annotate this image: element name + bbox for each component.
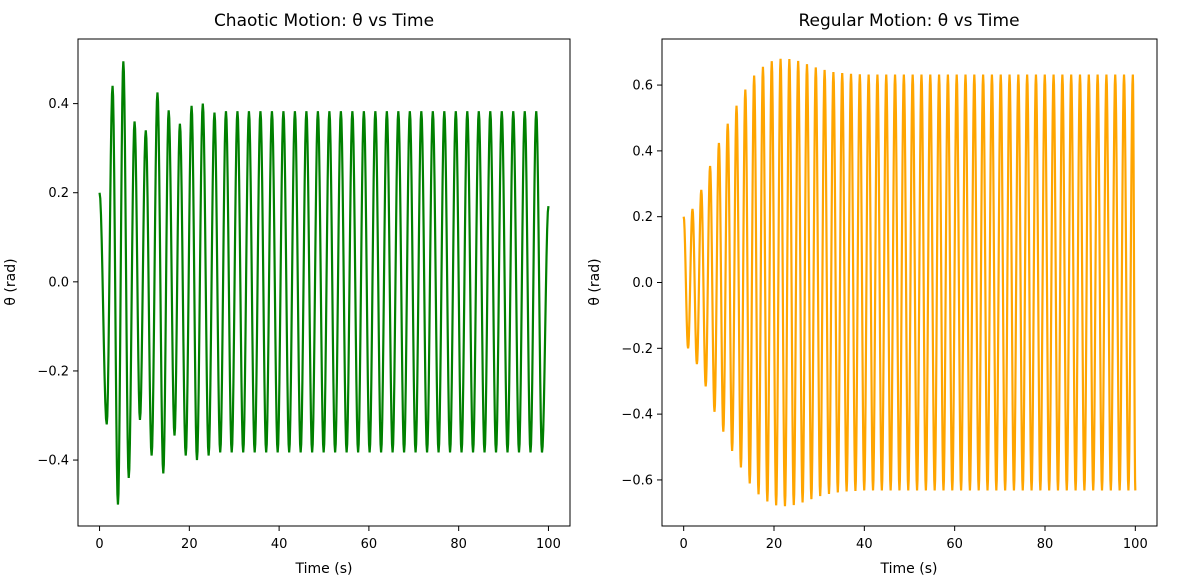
y-tick-label: 0.2 [48, 186, 69, 201]
regular-chart-title: Regular Motion: θ vs Time [798, 11, 1019, 31]
y-tick-label: −0.6 [621, 473, 653, 488]
x-tick-label: 20 [766, 537, 783, 552]
chaotic-chart: Chaotic Motion: θ vs Time −0.4 −0.2 0.0 0.2… [3, 11, 571, 577]
y-tick-label: −0.2 [621, 342, 653, 357]
y-tick-label: 0.0 [632, 276, 653, 291]
regular-y-ticks: −0.6 −0.4 −0.2 0.0 0.2 0.4 0.6 [621, 79, 662, 488]
y-tick-label: −0.4 [621, 408, 653, 423]
x-tick-label: 80 [450, 537, 467, 552]
regular-x-axis-label: Time (s) [880, 561, 938, 577]
regular-plot-frame [661, 38, 1158, 527]
y-tick-label: 0.4 [632, 144, 653, 159]
chaotic-plot-frame [77, 38, 571, 527]
regular-chart: Regular Motion: θ vs Time −0.6 −0.4 −0.2 0.… [587, 11, 1158, 577]
chaotic-x-axis-label: Time (s) [295, 561, 353, 577]
chaotic-y-ticks: −0.4 −0.2 0.0 0.2 0.4 [37, 97, 78, 469]
x-tick-label: 100 [536, 537, 561, 552]
x-tick-label: 100 [1123, 537, 1148, 552]
x-tick-label: 60 [361, 537, 378, 552]
chaotic-theta-line [98, 61, 550, 505]
x-tick-label: 80 [1037, 537, 1054, 552]
x-tick-label: 0 [680, 537, 688, 552]
chaotic-y-axis-label: θ (rad) [3, 258, 19, 305]
x-tick-label: 40 [856, 537, 873, 552]
regular-x-ticks: 0 20 40 60 80 100 [680, 526, 1148, 552]
y-tick-label: 0.0 [48, 275, 69, 290]
x-tick-label: 40 [271, 537, 288, 552]
y-tick-label: −0.4 [37, 454, 69, 469]
x-tick-label: 20 [181, 537, 198, 552]
y-tick-label: 0.6 [632, 79, 653, 94]
x-tick-label: 60 [946, 537, 963, 552]
x-tick-label: 0 [95, 537, 103, 552]
y-tick-label: 0.4 [48, 97, 69, 112]
regular-theta-line [682, 58, 1137, 507]
y-tick-label: 0.2 [632, 210, 653, 225]
regular-y-axis-label: θ (rad) [587, 258, 603, 305]
y-tick-label: −0.2 [37, 364, 69, 379]
chaotic-x-ticks: 0 20 40 60 80 100 [95, 526, 561, 552]
chaotic-chart-title: Chaotic Motion: θ vs Time [214, 11, 434, 31]
